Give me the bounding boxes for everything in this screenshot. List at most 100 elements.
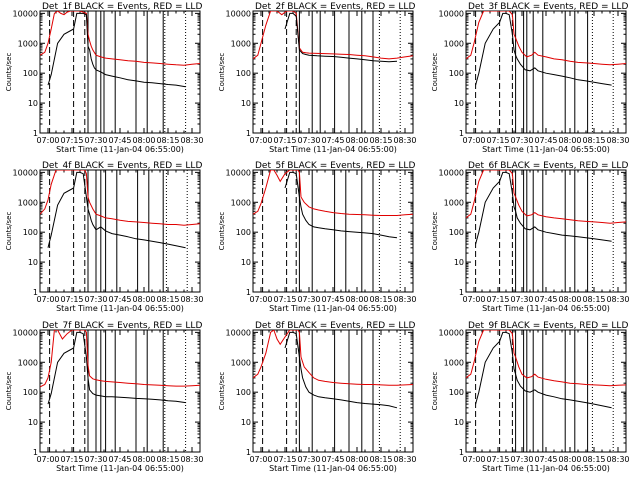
- y-tick-label: 10000: [439, 9, 464, 18]
- detector-panel-3: Det_3f BLACK = Events, RED = LLD 1 10 100 10…: [431, 2, 630, 154]
- y-tick-label: 1000: [444, 39, 464, 48]
- y-tick-label: 100: [23, 228, 38, 237]
- detector-panel-7: Det_7f BLACK = Events, RED = LLD 1 10 100 10…: [5, 321, 204, 473]
- detector-panel-9: Det_9f BLACK = Events, RED = LLD 1 10 100 10…: [431, 321, 630, 473]
- x-tick-label: 07:30: [297, 295, 320, 304]
- x-tick-label: 07:45: [108, 136, 131, 145]
- x-tick-label: 07:30: [510, 136, 533, 145]
- y-tick-label: 100: [449, 228, 464, 237]
- panel-title: Det_6f BLACK = Events, RED = LLD: [468, 161, 628, 171]
- x-tick-label: 08:00: [558, 136, 581, 145]
- y-axis-label: Counts/sec: [218, 212, 226, 251]
- y-tick-label: 1: [459, 448, 464, 457]
- x-tick-label: 07:15: [273, 295, 296, 304]
- series-lld-line: [40, 170, 200, 226]
- y-tick-label: 100: [449, 69, 464, 78]
- x-tick-label: 07:00: [462, 295, 485, 304]
- y-tick-label: 10: [454, 258, 464, 267]
- y-tick-label: 100: [236, 228, 251, 237]
- x-tick-label: 08:15: [582, 136, 605, 145]
- series-lld-line: [466, 170, 626, 224]
- panel-title: Det_8f BLACK = Events, RED = LLD: [255, 321, 415, 331]
- y-tick-label: 10000: [13, 9, 38, 18]
- x-tick-label: 07:00: [249, 295, 272, 304]
- y-tick-label: 10000: [226, 9, 251, 18]
- x-axis-label: Start Time (11-Jan-04 06:55:00): [56, 304, 184, 313]
- y-tick-label: 10000: [226, 168, 251, 177]
- series-events-line: [284, 171, 398, 239]
- y-tick-label: 1: [246, 448, 251, 457]
- y-axis-label: Counts/sec: [431, 372, 439, 411]
- x-tick-label: 07:45: [108, 455, 131, 464]
- x-tick-label: 08:15: [156, 295, 179, 304]
- y-axis-label: Counts/sec: [5, 212, 13, 251]
- series-events-line: [284, 331, 398, 409]
- plot-frame: [252, 10, 414, 134]
- series-events-line: [47, 171, 186, 249]
- y-tick-label: 10: [454, 99, 464, 108]
- x-axis-label: Start Time (11-Jan-04 06:55:00): [482, 464, 610, 473]
- detector-panel-1: Det_1f BLACK = Events, RED = LLD 1 10 100 10…: [5, 2, 204, 154]
- x-tick-label: 07:30: [84, 136, 107, 145]
- y-tick-label: 10: [28, 418, 38, 427]
- y-tick-label: 1: [33, 288, 38, 297]
- plot-frame: [252, 169, 414, 293]
- series-events-line: [475, 331, 612, 409]
- series-lld-line: [466, 330, 626, 387]
- x-tick-label: 08:30: [180, 136, 203, 145]
- x-axis-label: Start Time (11-Jan-04 06:55:00): [56, 464, 184, 473]
- x-tick-label: 08:00: [345, 295, 368, 304]
- plot-frame: [465, 329, 627, 453]
- detector-panel-2: Det_2f BLACK = Events, RED = LLD 1 10 100 10…: [218, 2, 417, 154]
- x-tick-label: 08:30: [393, 136, 416, 145]
- y-tick-label: 1000: [231, 198, 251, 207]
- plot-frame: [465, 10, 627, 134]
- y-axis-label: Counts/sec: [218, 53, 226, 92]
- x-tick-label: 08:30: [393, 295, 416, 304]
- y-axis-label: Counts/sec: [5, 372, 13, 411]
- y-tick-label: 10000: [13, 328, 38, 337]
- y-axis-label: Counts/sec: [431, 212, 439, 251]
- x-tick-label: 07:00: [462, 136, 485, 145]
- x-tick-label: 07:45: [321, 455, 344, 464]
- x-tick-label: 07:45: [108, 295, 131, 304]
- x-tick-label: 07:15: [273, 455, 296, 464]
- y-tick-label: 1: [459, 129, 464, 138]
- x-tick-label: 08:30: [180, 295, 203, 304]
- y-tick-label: 1000: [18, 198, 38, 207]
- series-lld-line: [253, 330, 413, 386]
- x-tick-label: 08:00: [558, 295, 581, 304]
- x-axis-label: Start Time (11-Jan-04 06:55:00): [269, 304, 397, 313]
- y-tick-label: 1: [246, 129, 251, 138]
- plot-frame: [465, 169, 627, 293]
- y-tick-label: 10000: [439, 328, 464, 337]
- series-events-line: [284, 12, 398, 63]
- panel-title: Det_5f BLACK = Events, RED = LLD: [255, 161, 415, 171]
- series-events-line: [47, 331, 186, 405]
- detector-panel-8: Det_8f BLACK = Events, RED = LLD 1 10 100 10…: [218, 321, 417, 473]
- y-tick-label: 100: [449, 388, 464, 397]
- y-tick-label: 100: [236, 388, 251, 397]
- x-tick-label: 07:45: [321, 136, 344, 145]
- x-tick-label: 08:30: [606, 455, 629, 464]
- y-tick-label: 1000: [444, 198, 464, 207]
- y-tick-label: 10000: [13, 168, 38, 177]
- y-tick-label: 1000: [444, 358, 464, 367]
- series-lld-line: [40, 11, 200, 66]
- y-tick-label: 1: [246, 288, 251, 297]
- x-tick-label: 08:30: [393, 455, 416, 464]
- x-axis-label: Start Time (11-Jan-04 06:55:00): [56, 145, 184, 154]
- x-tick-label: 07:00: [36, 136, 59, 145]
- y-tick-label: 10: [241, 99, 251, 108]
- y-tick-label: 10000: [439, 168, 464, 177]
- plot-frame: [39, 169, 201, 293]
- y-tick-label: 1000: [231, 39, 251, 48]
- panel-title: Det_3f BLACK = Events, RED = LLD: [468, 2, 628, 12]
- x-axis-label: Start Time (11-Jan-04 06:55:00): [269, 464, 397, 473]
- detector-panel-5: Det_5f BLACK = Events, RED = LLD 1 10 100 10…: [218, 161, 417, 313]
- x-tick-label: 07:00: [249, 455, 272, 464]
- x-tick-label: 07:30: [297, 136, 320, 145]
- x-tick-label: 07:15: [60, 455, 83, 464]
- x-tick-label: 07:45: [321, 295, 344, 304]
- x-tick-label: 07:30: [297, 455, 320, 464]
